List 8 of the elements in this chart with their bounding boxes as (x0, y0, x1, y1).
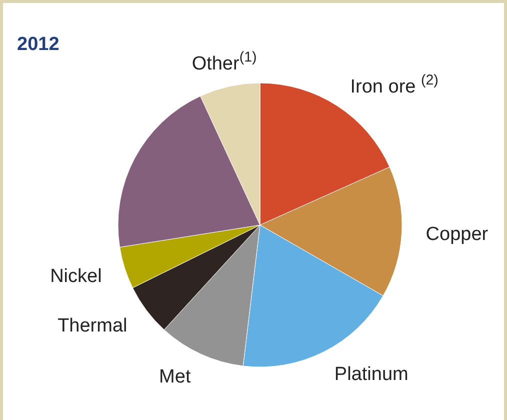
slice-label: Iron ore $^{(2)}$ (350, 72, 438, 98)
slice-label: Other$^{(1)}$ (192, 50, 257, 75)
slice-label: Copper (426, 224, 489, 245)
slice-label: Nickel (50, 266, 102, 287)
slice-label: Platinum (334, 364, 408, 386)
slice-label: Thermal (58, 315, 128, 336)
slice-label: Met (159, 366, 192, 388)
chart-title: 2012 (17, 34, 60, 55)
